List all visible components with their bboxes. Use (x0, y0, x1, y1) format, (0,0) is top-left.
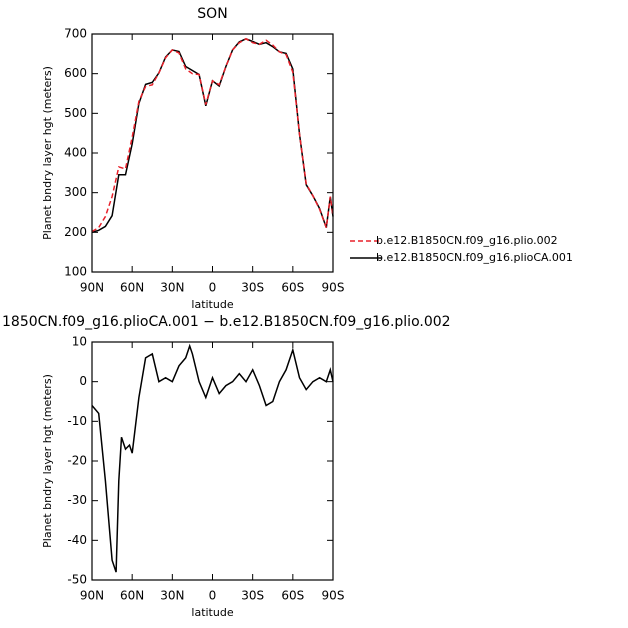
plot-frame (91, 341, 334, 581)
data-line (91, 343, 334, 573)
legend-label: b.e12.B1850CN.f09_g16.plioCA.001 (376, 251, 573, 264)
y-tick-label: 0 (79, 374, 87, 388)
x-tick-label: 30N (160, 589, 184, 603)
y-tick-label: 700 (64, 27, 87, 41)
x-tick-label: 60S (281, 589, 304, 603)
y-tick-label: 300 (64, 185, 87, 199)
x-tick-label: 0 (209, 589, 217, 603)
y-tick-label: 600 (64, 66, 87, 80)
x-tick-label: 60N (120, 281, 144, 295)
y-tick-label: 500 (64, 106, 87, 120)
y-axis-label: Planet bndry layer hgt (meters) (41, 66, 54, 240)
x-axis-label: latitude (191, 606, 233, 619)
legend-label: b.e12.B1850CN.f09_g16.plio.002 (376, 234, 558, 247)
y-tick-label: 400 (64, 146, 87, 160)
x-tick-label: 90S (322, 281, 345, 295)
y-axis-label: Planet bndry layer hgt (meters) (41, 374, 54, 548)
y-tick-label: -10 (67, 414, 87, 428)
y-tick-label: -40 (67, 533, 87, 547)
chart-title: 1850CN.f09_g16.plioCA.001 − b.e12.B1850C… (2, 314, 451, 330)
y-tick-label: -20 (67, 454, 87, 468)
y-tick-label: 10 (72, 335, 87, 349)
y-tick-label: 200 (64, 225, 87, 239)
x-tick-label: 0 (209, 281, 217, 295)
data-line (91, 37, 334, 234)
x-tick-label: 30S (241, 589, 264, 603)
x-tick-label: 60S (281, 281, 304, 295)
x-axis-label: latitude (191, 298, 233, 311)
x-tick-label: 30N (160, 281, 184, 295)
x-tick-label: 90N (80, 589, 104, 603)
y-tick-label: 100 (64, 265, 87, 279)
x-tick-label: 90N (80, 281, 104, 295)
chart-title: SON (197, 6, 227, 22)
y-tick-label: -50 (67, 573, 87, 587)
y-tick-label: -30 (67, 493, 87, 507)
x-tick-label: 30S (241, 281, 264, 295)
x-tick-label: 90S (322, 589, 345, 603)
x-tick-label: 60N (120, 589, 144, 603)
data-line (91, 37, 334, 233)
plot-frame (91, 33, 334, 273)
